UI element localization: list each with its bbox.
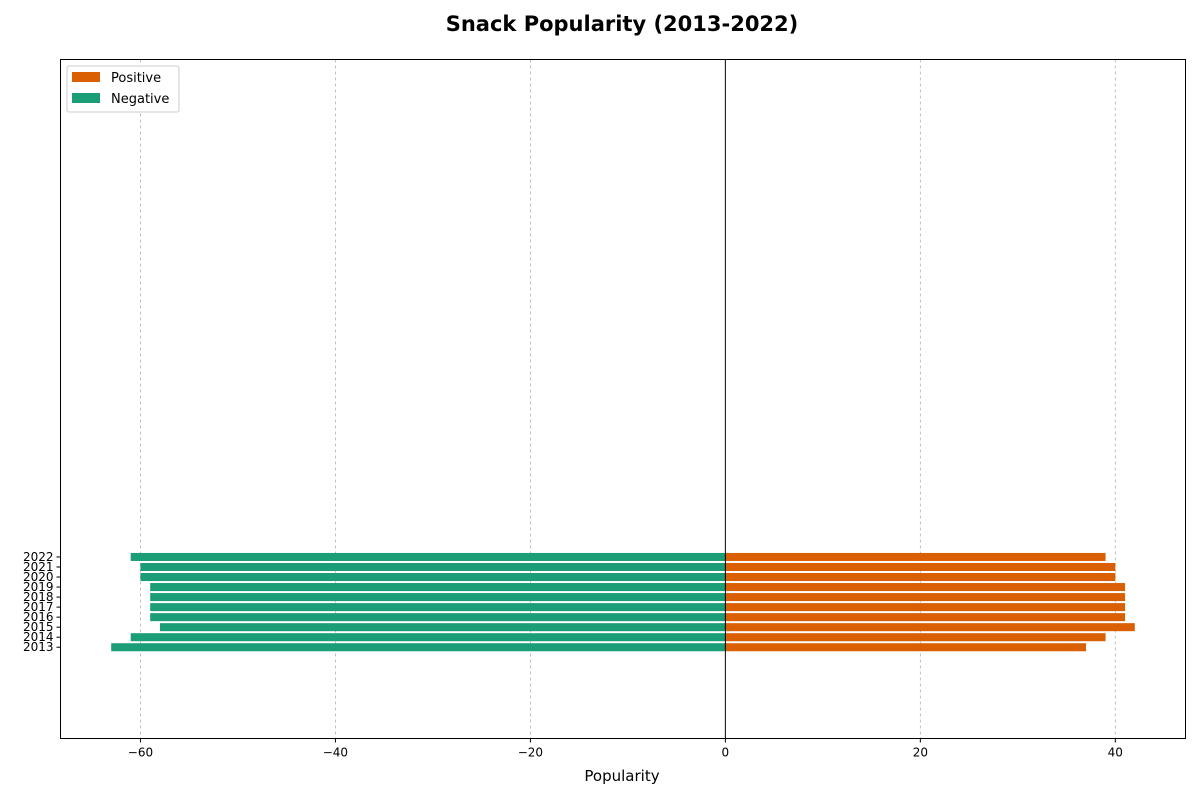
bar-positive-2020 [725,573,1116,582]
bar-negative-2014 [130,633,726,642]
bar-negative-2013 [111,643,726,652]
legend-swatch-negative [72,93,100,103]
bar-positive-2015 [725,623,1135,632]
bar-negative-2016 [150,613,726,622]
y-tick-label: 2014 [23,630,54,644]
bar-positive-2021 [725,562,1116,572]
y-tick-label: 2015 [23,620,54,634]
legend-swatch-positive [72,72,100,82]
bar-positive-2018 [725,593,1126,602]
x-tick-label: 0 [722,746,730,760]
x-tick-label: 40 [1108,746,1123,760]
legend: Positive Negative [66,65,180,113]
x-tick-label: −40 [323,746,348,760]
bar-negative-2020 [140,573,726,582]
y-tick-label: 2021 [23,560,54,574]
bar-negative-2015 [159,623,726,632]
bar-negative-2019 [150,583,726,592]
bar-positive-2022 [725,552,1106,561]
legend-label-positive: Positive [111,71,161,86]
y-tick-label: 2018 [23,590,54,604]
y-tick-label: 2022 [23,550,54,564]
y-tick-label: 2016 [23,610,54,624]
x-tick-label: 20 [913,746,928,760]
chart-title: Snack Popularity (2013-2022) [446,12,799,36]
x-tick-label: −20 [518,746,543,760]
bar-positive-2019 [725,583,1126,592]
x-tick-label: −60 [128,746,153,760]
y-tick-label: 2013 [23,640,54,654]
bars [111,552,1135,652]
bar-positive-2013 [725,643,1087,652]
bar-negative-2017 [150,603,726,612]
bar-positive-2017 [725,603,1126,612]
y-tick-label: 2017 [23,600,54,614]
bar-negative-2018 [150,593,726,602]
x-axis-label: Popularity [584,767,659,785]
legend-label-negative: Negative [111,92,169,107]
y-tick-label: 2020 [23,570,54,584]
x-axis-ticks: −60 −40 −20 0 20 40 [128,738,1123,760]
bar-positive-2016 [725,613,1126,622]
bar-negative-2022 [130,552,726,561]
y-tick-label: 2019 [23,580,54,594]
plot-frame [60,59,1186,739]
bar-positive-2014 [725,633,1106,642]
bar-negative-2021 [140,562,726,572]
